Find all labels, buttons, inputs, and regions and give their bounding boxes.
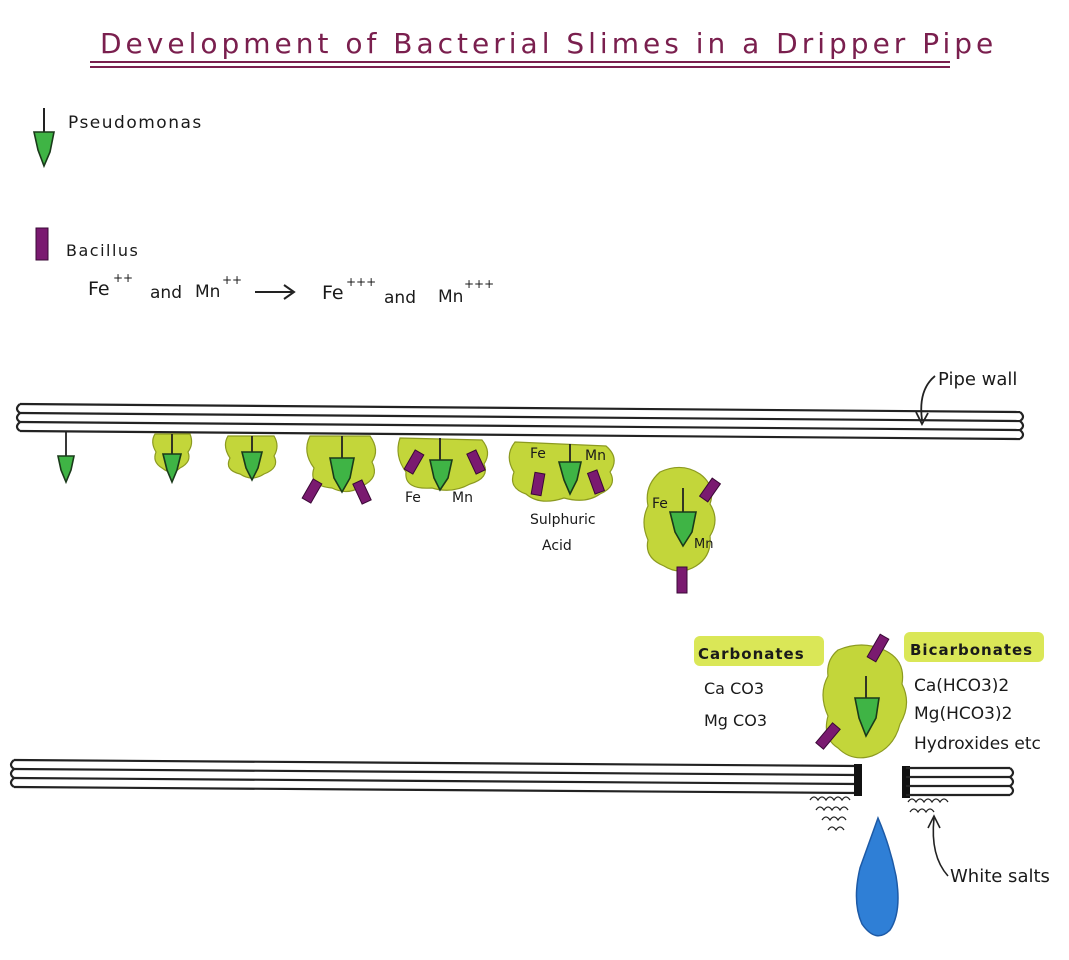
slime-stage-7: Fe Mn bbox=[643, 466, 722, 594]
legend-bacillus-label: Bacillus bbox=[66, 241, 139, 260]
upper-pipe bbox=[15, 402, 1025, 441]
reaction-fe-left-charge: ++ bbox=[113, 271, 133, 285]
bacillus-cell bbox=[352, 479, 372, 505]
bacillus-cell bbox=[301, 478, 323, 504]
carbonates-item-2: Mg CO3 bbox=[704, 711, 767, 730]
lower-pipe bbox=[9, 758, 1015, 798]
bacillus-cell bbox=[403, 449, 425, 475]
bacillus-cell bbox=[466, 449, 486, 475]
label-sulphuric: Sulphuric bbox=[530, 512, 596, 528]
slime-stage-1 bbox=[57, 432, 75, 485]
reaction-fe-left: Fe bbox=[88, 278, 110, 300]
pseudomonas-cell bbox=[161, 453, 183, 485]
bicarbonates-heading: Bicarbonates bbox=[910, 641, 1033, 659]
slime-stage-6: Fe Mn Sulphuric Acid bbox=[508, 441, 615, 554]
bicarbonates-block: Bicarbonates Ca(HCO3)2 Mg(HCO3)2 Hydroxi… bbox=[904, 632, 1044, 754]
slime-stage-4 bbox=[301, 435, 377, 505]
pseudomonas-cell bbox=[854, 697, 880, 738]
label-acid: Acid bbox=[542, 538, 572, 554]
reaction-fe-right: Fe bbox=[322, 282, 344, 304]
bacillus-icon bbox=[35, 227, 49, 261]
carbonates-block: Carbonates Ca CO3 Mg CO3 bbox=[694, 636, 824, 730]
slime-stage-2 bbox=[152, 433, 193, 485]
pseudomonas-cell bbox=[668, 511, 697, 548]
label-mn-stage6: Mn bbox=[585, 448, 606, 464]
reaction-mn-left-charge: ++ bbox=[222, 273, 242, 287]
bacillus-cell bbox=[815, 722, 841, 750]
bicarbonates-item-3: Hydroxides etc bbox=[914, 734, 1041, 754]
bacillus-cell bbox=[530, 471, 546, 497]
bacillus-cell bbox=[698, 477, 722, 503]
pipe-wall-label: Pipe wall bbox=[938, 369, 1017, 390]
reaction-fe-right-charge: +++ bbox=[346, 275, 376, 289]
bacillus-cell bbox=[586, 469, 606, 495]
carbonates-heading: Carbonates bbox=[698, 645, 805, 663]
label-fe-stage7: Fe bbox=[652, 496, 668, 512]
white-salts-label: White salts bbox=[950, 866, 1050, 887]
reaction-and-2: and bbox=[384, 288, 416, 308]
label-fe-stage6: Fe bbox=[530, 446, 546, 462]
pseudomonas-cell bbox=[557, 461, 582, 496]
bacillus-cell bbox=[866, 633, 890, 663]
label-mn: Mn bbox=[452, 490, 473, 506]
label-mn-stage7: Mn bbox=[694, 537, 713, 552]
reaction-mn-left: Mn bbox=[195, 282, 220, 302]
legend-pseudomonas-label: Pseudomonas bbox=[68, 113, 203, 133]
emitter-edge-left bbox=[854, 764, 862, 796]
oxidation-reaction: Fe ++ and Mn ++ Fe +++ and Mn +++ bbox=[88, 271, 494, 308]
carbonates-highlight bbox=[694, 636, 824, 666]
bicarbonates-item-1: Ca(HCO3)2 bbox=[914, 676, 1009, 696]
bicarbonates-highlight bbox=[904, 632, 1044, 662]
water-drop-icon bbox=[855, 815, 899, 937]
pseudomonas-cell bbox=[429, 459, 453, 492]
legend-pseudomonas: Pseudomonas bbox=[33, 108, 203, 169]
reaction-arrow bbox=[255, 284, 296, 300]
pseudomonas-cell bbox=[240, 451, 264, 482]
reaction-mn-right-charge: +++ bbox=[464, 277, 494, 291]
white-salts-callout: White salts bbox=[927, 814, 1050, 887]
label-fe: Fe bbox=[405, 490, 421, 506]
pseudomonas-cell bbox=[57, 455, 75, 485]
pseudomonas-icon bbox=[33, 108, 55, 169]
slime-stage-3 bbox=[224, 435, 278, 482]
slime-stage-5: Fe Mn bbox=[397, 437, 489, 506]
bicarbonates-item-2: Mg(HCO3)2 bbox=[914, 704, 1012, 724]
slime-floc-outlet bbox=[815, 633, 908, 759]
white-salt-deposits bbox=[809, 796, 949, 832]
carbonates-item-1: Ca CO3 bbox=[704, 679, 764, 698]
pseudomonas-cell bbox=[329, 457, 355, 494]
reaction-and-1: and bbox=[150, 283, 182, 303]
reaction-mn-right: Mn bbox=[438, 287, 463, 307]
bacillus-cell bbox=[676, 566, 688, 594]
pipe-wall-callout: Pipe wall bbox=[915, 369, 1017, 426]
legend-bacillus: Bacillus bbox=[35, 227, 139, 261]
emitter-edge-right bbox=[902, 766, 910, 798]
diagram-title: Development of Bacterial Slimes in a Dri… bbox=[100, 27, 997, 60]
